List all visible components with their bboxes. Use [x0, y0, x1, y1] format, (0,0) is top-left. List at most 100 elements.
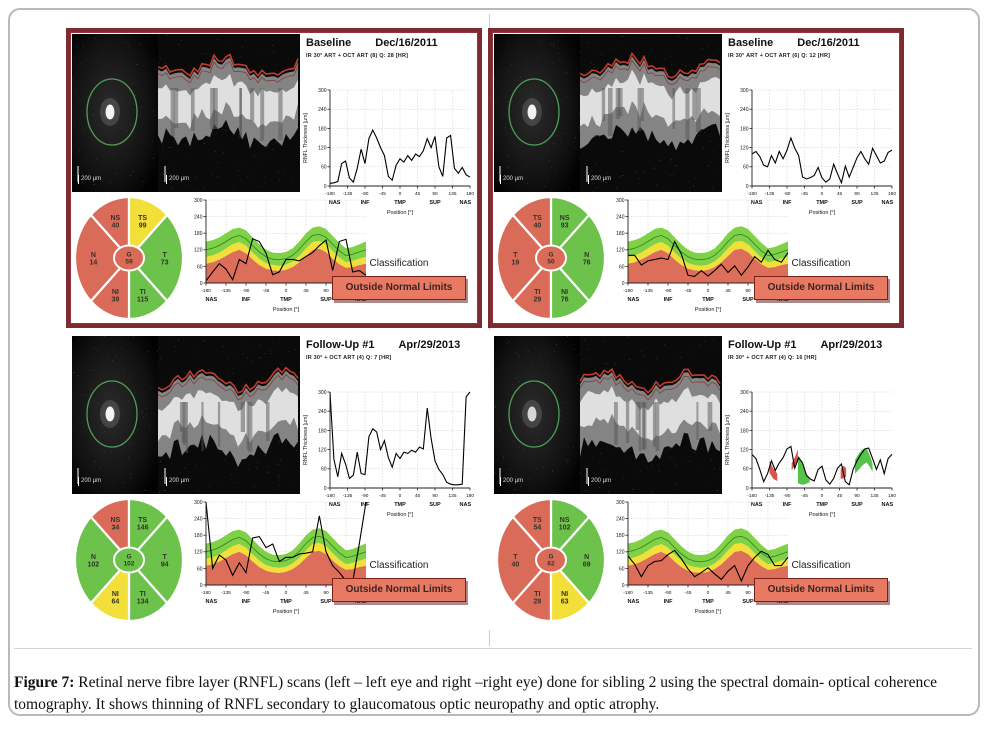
svg-text:0: 0 — [200, 583, 203, 589]
classification-block: Classification Outside Normal Limits — [324, 258, 474, 300]
svg-text:RNFL Thickness [µm]: RNFL Thickness [µm] — [725, 415, 731, 465]
svg-text:TMP: TMP — [702, 297, 714, 303]
fundus-scale-label: 200 µm — [500, 477, 523, 486]
svg-text:45: 45 — [725, 590, 731, 596]
fundus-scale-label: 200 µm — [78, 477, 101, 486]
svg-text:60: 60 — [321, 467, 327, 473]
oct-bscan-image — [158, 336, 300, 494]
svg-text:0: 0 — [746, 184, 749, 190]
oct-scale-label: 200 µm — [166, 175, 189, 184]
panel-title: Follow-Up #1 — [728, 339, 797, 351]
panel-title: Baseline — [306, 37, 352, 49]
svg-text:180: 180 — [616, 231, 625, 237]
fundus-scale-label: 200 µm — [500, 175, 523, 184]
figure-caption-text: Retinal nerve fibre layer (RNFL) scans (… — [14, 673, 937, 713]
panel-header: Follow-Up #1 Apr/29/2013 IR 30° + OCT AR… — [306, 339, 480, 361]
svg-text:300: 300 — [616, 500, 625, 506]
svg-text:-180: -180 — [201, 288, 211, 294]
oct-scale-label: 200 µm — [166, 477, 189, 486]
svg-text:45: 45 — [837, 191, 843, 197]
fundus-image — [72, 34, 158, 192]
svg-text:0: 0 — [746, 486, 749, 492]
svg-text:0: 0 — [399, 191, 402, 197]
panel-header: Baseline Dec/16/2011 IR 30° ART + OCT AR… — [306, 37, 480, 59]
svg-text:-45: -45 — [801, 191, 808, 197]
oct-scale-label: 200 µm — [588, 175, 611, 184]
rnfl-thickness-chart: 0 60 120 180 240 300 -180 -135 -90 -45 0 45 90 135 180… — [725, 88, 896, 216]
figure-frame — [8, 8, 980, 716]
svg-text:135: 135 — [870, 191, 878, 197]
svg-text:-90: -90 — [665, 590, 672, 596]
svg-text:TMP: TMP — [816, 502, 828, 508]
svg-text:60: 60 — [743, 165, 749, 171]
classification-badge: Outside Normal Limits — [332, 578, 466, 602]
svg-text:120: 120 — [740, 146, 749, 152]
svg-text:180: 180 — [318, 428, 327, 434]
svg-text:60: 60 — [321, 165, 327, 171]
svg-text:-45: -45 — [685, 590, 692, 596]
svg-text:INF: INF — [664, 297, 674, 303]
svg-text:NAS: NAS — [882, 502, 894, 508]
panel-date: Apr/29/2013 — [398, 339, 461, 351]
svg-text:0: 0 — [622, 583, 625, 589]
svg-text:240: 240 — [740, 107, 749, 113]
oct-bscan-image — [580, 336, 722, 494]
svg-text:-135: -135 — [765, 191, 775, 197]
svg-text:SUP: SUP — [320, 599, 332, 605]
svg-text:INF: INF — [783, 502, 793, 508]
svg-text:TMP: TMP — [280, 599, 292, 605]
svg-text:-135: -135 — [221, 590, 231, 596]
svg-text:Position [°]: Position [°] — [695, 609, 722, 615]
svg-text:SUP: SUP — [851, 200, 863, 206]
svg-text:NAS: NAS — [628, 599, 640, 605]
svg-text:Position [°]: Position [°] — [273, 307, 300, 313]
svg-text:45: 45 — [837, 493, 843, 499]
svg-text:90: 90 — [854, 493, 860, 499]
svg-text:-180: -180 — [747, 191, 757, 197]
svg-text:NAS: NAS — [206, 297, 218, 303]
svg-text:-45: -45 — [379, 493, 386, 499]
rnfl-profile-band-chart: 060120180240300-180-135-90-4504590135180… — [194, 500, 370, 615]
svg-text:240: 240 — [616, 215, 625, 221]
svg-text:-135: -135 — [343, 493, 353, 499]
svg-text:120: 120 — [616, 248, 625, 254]
svg-text:SUP: SUP — [429, 502, 441, 508]
svg-text:RNFL Thickness [µm]: RNFL Thickness [µm] — [303, 113, 309, 163]
oct-scale-label: 200 µm — [588, 477, 611, 486]
svg-text:300: 300 — [616, 198, 625, 204]
svg-text:180: 180 — [888, 493, 896, 499]
svg-text:NAS: NAS — [329, 200, 341, 206]
svg-text:Position [°]: Position [°] — [387, 210, 414, 216]
classification-title: Classification — [791, 560, 851, 571]
svg-text:180: 180 — [740, 428, 749, 434]
svg-text:180: 180 — [194, 533, 203, 539]
sector-classification-pie: NS 40 TS 99 T 73 TI 115 NI 39 N 14 G 59 — [73, 195, 185, 321]
svg-text:TMP: TMP — [394, 502, 406, 508]
svg-text:NAS: NAS — [751, 502, 763, 508]
classification-title: Classification — [369, 258, 429, 269]
svg-text:SUP: SUP — [851, 502, 863, 508]
classification-block: Classification Outside Normal Limits — [746, 560, 896, 602]
svg-text:N76: N 76 — [583, 252, 591, 267]
svg-text:-90: -90 — [362, 493, 369, 499]
svg-text:INF: INF — [361, 200, 371, 206]
svg-text:TMP: TMP — [394, 200, 406, 206]
svg-text:120: 120 — [318, 448, 327, 454]
caption-divider — [14, 648, 972, 649]
svg-text:T94: T 94 — [161, 554, 169, 569]
sector-classification-pie: NS 34 TS 146 T 94 TI 134 NI 64 N 102 G 102 — [73, 497, 185, 623]
svg-text:Position [°]: Position [°] — [809, 210, 836, 216]
svg-text:-180: -180 — [623, 590, 633, 596]
svg-text:0: 0 — [622, 281, 625, 287]
svg-text:60: 60 — [619, 566, 625, 572]
svg-text:0: 0 — [324, 486, 327, 492]
svg-text:300: 300 — [194, 198, 203, 204]
svg-text:RNFL Thickness [µm]: RNFL Thickness [µm] — [303, 415, 309, 465]
classification-badge: Outside Normal Limits — [332, 276, 466, 300]
